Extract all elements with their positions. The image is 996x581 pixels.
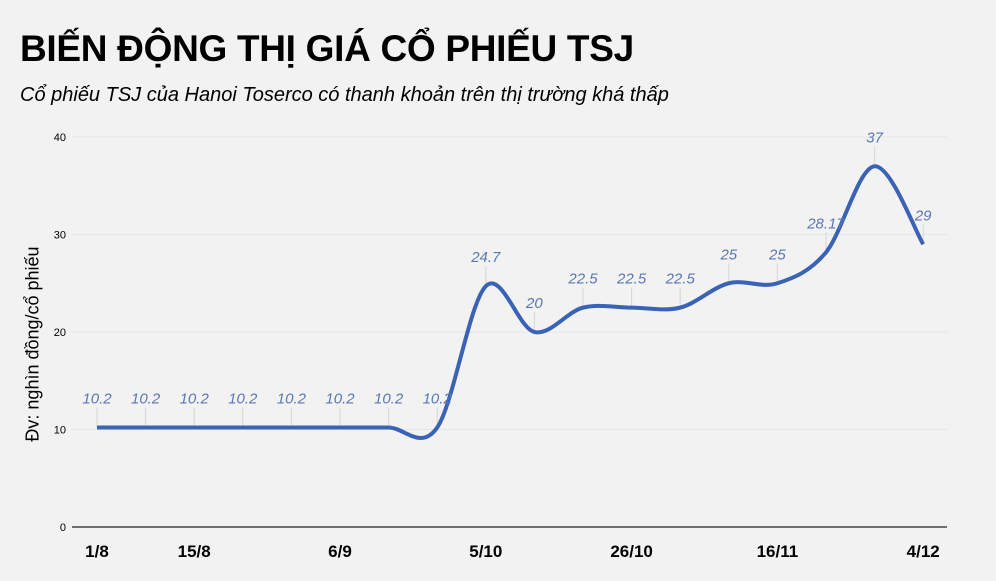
data-label: 10.2 <box>180 391 210 408</box>
y-tick-label: 20 <box>54 327 66 339</box>
x-tick-label: 5/10 <box>469 542 502 561</box>
data-label: 10.2 <box>131 391 161 408</box>
y-tick-label: 0 <box>60 522 66 534</box>
data-label: 37 <box>866 129 883 146</box>
x-tick-label: 1/8 <box>85 542 109 561</box>
x-tick-label: 15/8 <box>178 542 211 561</box>
x-tick-label: 6/9 <box>328 542 352 561</box>
data-label: 29 <box>914 207 932 224</box>
gridlines <box>72 136 947 430</box>
y-tick-label: 30 <box>54 230 66 242</box>
data-label: 10.2 <box>82 391 112 408</box>
chart-title: BIẾN ĐỘNG THỊ GIÁ CỔ PHIẾU TSJ <box>20 28 634 69</box>
x-tick-label: 16/11 <box>757 542 799 561</box>
price-line <box>97 164 925 441</box>
data-label: 24.7 <box>470 249 501 266</box>
y-tick-label: 40 <box>54 132 66 144</box>
x-axis-ticks: 1/8 15/8 6/9 5/10 26/10 16/11 4/12 <box>85 542 940 561</box>
data-label: 25 <box>768 246 786 263</box>
data-label: 22.5 <box>616 271 647 288</box>
data-label: 10.2 <box>423 391 453 408</box>
chart-subtitle: Cổ phiếu TSJ của Hanoi Toserco có thanh … <box>20 84 669 106</box>
x-tick-label: 26/10 <box>610 542 653 561</box>
data-label: 10.2 <box>374 391 404 408</box>
data-label: 10.2 <box>228 391 258 408</box>
data-label-leaders <box>96 146 924 428</box>
y-tick-label: 10 <box>54 425 66 437</box>
data-label: 22.5 <box>665 271 696 288</box>
data-labels: 10.2 10.2 10.2 10.2 10.2 10.2 10.2 10.2 24.7 20 22… <box>82 129 932 407</box>
data-label: 25 <box>719 246 737 263</box>
data-label: 20 <box>525 295 543 312</box>
data-label: 22.5 <box>567 271 598 288</box>
x-tick-label: 4/12 <box>907 542 940 561</box>
data-label: 10.2 <box>325 391 355 408</box>
data-label: 28.17 <box>806 215 845 232</box>
data-label: 10.2 <box>277 391 307 408</box>
y-axis-ticks: 0 10 20 30 40 <box>54 132 66 534</box>
